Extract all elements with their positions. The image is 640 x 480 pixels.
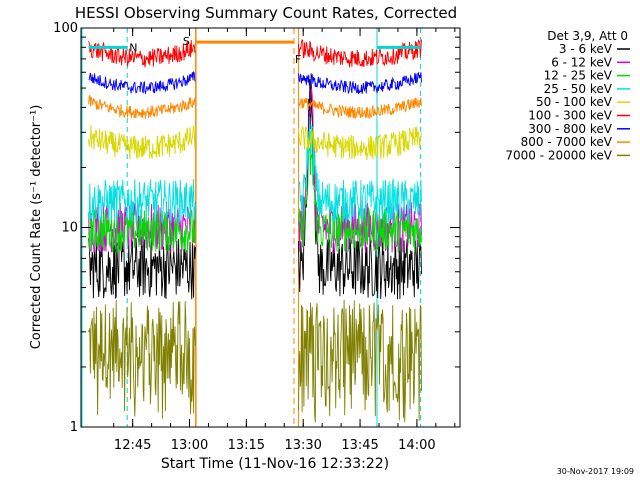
series-trace [298,38,422,68]
legend-label: 25 - 50 keV [544,82,613,96]
legend-label: 12 - 25 keV [544,69,613,83]
series-trace [88,70,196,95]
series-trace [88,208,196,253]
series-trace [298,125,422,160]
legend-label: 7000 - 20000 keV [505,148,612,162]
legend-label: 300 - 800 keV [528,122,612,136]
legend-label: 3 - 6 keV [559,42,613,56]
x-tick-label: 13:30 [284,438,321,453]
legend-label: 50 - 100 keV [536,95,613,109]
y-axis-label: Corrected Count Rate (s⁻¹ detector⁻¹) [29,105,44,350]
series-trace [298,299,422,423]
series-trace [88,299,196,419]
y-tick-label: 100 [53,21,78,36]
series-trace [298,73,422,300]
y-tick-label: 10 [61,221,78,236]
x-tick-label: 13:45 [341,438,378,453]
saa-flag-f: F [295,53,301,66]
y-tick-label: 1 [70,420,78,435]
series-trace [298,117,422,224]
series-trace [88,39,196,68]
x-tick-label: 13:00 [171,438,208,453]
footer-date: 30-Nov-2017 19:09 [557,467,634,476]
series-trace [88,124,196,160]
legend-label: 800 - 7000 keV [521,135,613,149]
x-tick-label: 13:15 [228,438,265,453]
plot-area: S F N [81,28,422,427]
saa-flag-s: S [183,35,190,48]
chart-title: HESSI Observing Summary Count Rates, Cor… [75,4,457,22]
series-trace [88,179,196,224]
x-tick-label: 14:00 [398,438,435,453]
x-tick-label: 12:45 [114,438,151,453]
legend-label: 100 - 300 keV [528,109,612,123]
series-trace [298,71,422,95]
night-flag-n: N [129,41,137,54]
axes: 12:45 13:00 13:15 13:30 13:45 14:00 1 10 100 [53,21,460,453]
legend-label: 6 - 12 keV [551,55,613,69]
series-trace [298,97,422,120]
legend-header: Det 3,9, Att 0 [547,29,628,43]
series-trace [88,95,196,119]
x-axis-label: Start Time (11-Nov-16 12:33:22) [161,456,389,472]
